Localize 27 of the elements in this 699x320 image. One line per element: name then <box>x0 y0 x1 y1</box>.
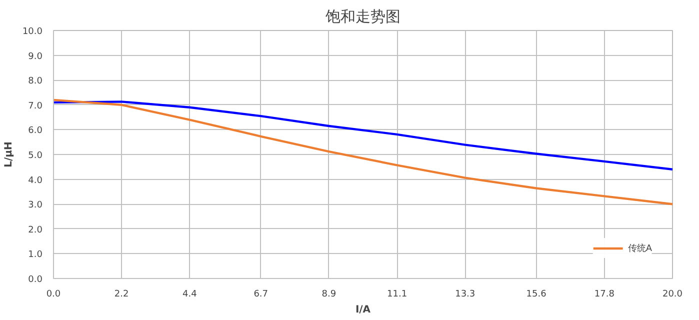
x-tick-label: 6.7 <box>254 290 268 300</box>
y-tick-label: 9.0 <box>28 52 43 62</box>
y-tick-label: 8.0 <box>28 76 43 87</box>
y-tick-label: 7.0 <box>28 101 43 112</box>
y-tick-label: 0.0 <box>28 275 43 285</box>
y-tick-label: 10.0 <box>22 27 43 37</box>
x-tick-label: 11.1 <box>387 290 408 300</box>
x-tick-label: 17.8 <box>594 290 615 300</box>
x-tick-label: 20.0 <box>662 290 683 300</box>
line-series <box>54 98 672 206</box>
legend-label: 传统A <box>628 242 652 254</box>
x-tick-label: 8.9 <box>322 290 336 300</box>
x-tick-label: 0.0 <box>46 290 61 300</box>
y-tick-label: 6.0 <box>28 126 43 136</box>
x-tick-label: 2.2 <box>114 290 129 300</box>
x-tick-label: 15.6 <box>526 290 547 300</box>
x-tick-label: 4.4 <box>182 290 198 300</box>
x-axis-title: I/A <box>355 304 371 316</box>
y-tick-label: 1.0 <box>28 250 43 260</box>
y-axis-title: L/μH <box>3 142 14 168</box>
y-tick-label: 2.0 <box>28 225 43 236</box>
y-tick-label: 5.0 <box>28 151 43 161</box>
y-tick-label: 4.0 <box>28 176 43 186</box>
line-series <box>54 100 672 170</box>
x-tick-label: 13.3 <box>455 290 476 300</box>
chart-title: 饱和走势图 <box>324 8 400 26</box>
y-tick-label: 3.0 <box>28 200 43 211</box>
